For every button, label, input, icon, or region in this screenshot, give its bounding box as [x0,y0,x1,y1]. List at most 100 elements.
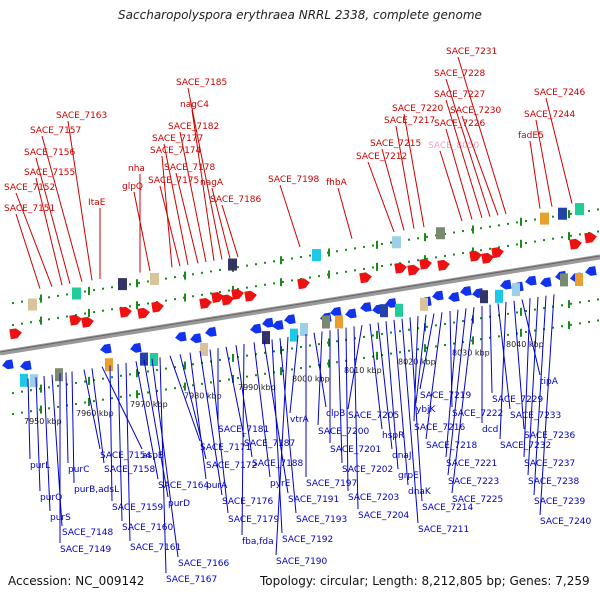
tick-dot [192,273,194,276]
reverse-gene-label-leader [523,298,531,458]
tick-mark [520,239,522,248]
tick-dot [138,303,140,306]
reverse-gene-label: SACE_7154 [100,451,152,461]
reverse-gene-label-leader [71,371,75,484]
reverse-gene-label-leader [377,322,393,450]
reverse-gene-label-leader [337,328,343,464]
tick-mark [88,376,90,385]
reverse-gene-label-leader [369,323,383,430]
tick-mark [328,359,330,368]
tick-dot [363,335,365,338]
tick-dot [363,245,365,248]
reverse-gene-label: SACE_7161 [130,543,181,553]
forward-gene-arrow [419,258,432,270]
reverse-gene-label-leader [353,326,359,510]
gene-block [290,328,298,342]
reverse-gene-label-leader [27,378,31,460]
tick-mark [184,271,186,280]
forward-gene-label: SACE_7228 [434,69,486,79]
tick-dot [309,254,311,257]
tick-dot [579,322,581,325]
tick-dot [507,333,509,336]
forward-gene-label-leader [187,87,223,260]
forward-gene-arrow [244,290,257,302]
tick-dot [489,225,491,228]
reverse-gene-label: SACE_7188 [252,459,304,469]
reverse-gene-label: SACE_7222 [452,409,503,419]
forward-gene-label: ItaE [88,198,106,208]
tick-dot [363,356,365,359]
reverse-gene-label: SACE_7160 [122,523,174,533]
tick-dot [552,237,554,240]
tick-mark [280,278,282,287]
ruler-label: 7960 kbp [76,409,114,418]
forward-gene-label-leader [403,113,425,228]
tick-dot [534,329,536,332]
tick-dot [399,330,401,333]
tick-mark [520,217,522,226]
tick-dot [570,302,572,305]
forward-gene-label-leader [461,115,499,216]
tick-dot [291,279,293,282]
forward-gene-arrow [221,294,234,306]
forward-gene-label-leader [35,157,71,284]
gene-block [118,278,127,291]
forward-gene-label-leader [211,187,231,259]
reverse-gene-arrow [205,326,217,337]
reverse-gene-label: SACE_7204 [358,511,410,521]
tick-dot [435,324,437,327]
reverse-gene-label: dnaJ [392,451,412,461]
tick-dot [30,321,32,324]
reverse-gene-label-leader [499,302,507,440]
ruler-label: 8040 kbp [506,340,544,349]
tick-mark [520,328,522,337]
reverse-gene-label: SACE_7148 [62,528,114,538]
reverse-gene-label-leader [533,295,547,496]
forward-gene-label-leader [159,185,181,267]
gene-block [200,343,208,356]
tick-dot [453,342,455,345]
forward-gene-label-leader [15,192,53,287]
genome-backbone-edge [0,255,600,353]
tick-dot [543,307,545,310]
tick-dot [507,222,509,225]
tick-mark [472,225,474,234]
gene-block [436,227,445,240]
forward-gene-label: SACE_7151 [4,204,55,214]
reverse-gene-label-leader [225,346,245,438]
tick-mark [40,384,42,393]
forward-gene-label-leader [367,161,395,233]
tick-dot [444,322,446,325]
tick-dot [219,379,221,382]
tick-dot [570,323,572,326]
tick-mark [184,361,186,370]
reverse-gene-label: SACE_7149 [60,545,112,555]
tick-mark [40,405,42,414]
forward-gene-arrow [491,247,504,259]
tick-dot [354,337,356,340]
gene-block [495,289,503,303]
forward-gene-label-leader [67,120,93,281]
tick-mark [136,301,138,310]
tick-mark [40,316,42,325]
gene-block [72,287,81,300]
reverse-gene-label-leader [419,313,435,390]
tick-dot [480,227,482,230]
reverse-gene-label: fba,fda [242,537,274,547]
tick-dot [579,233,581,236]
tick-dot [309,276,311,279]
forward-gene-label: SACE_7174 [150,146,202,156]
reverse-gene-arrow [272,320,284,331]
reverse-gene-label: SACE_7158 [104,465,156,475]
tick-dot [345,270,347,273]
tick-dot [192,363,194,366]
tick-mark [88,286,90,295]
reverse-gene-label-leader [189,352,207,480]
forward-gene-label-leader [41,135,83,283]
tick-dot [453,231,455,234]
tick-dot [408,328,410,331]
gene-block [150,353,158,366]
reverse-gene-label-leader [35,377,41,492]
tick-mark [136,279,138,288]
tick-dot [381,333,383,336]
